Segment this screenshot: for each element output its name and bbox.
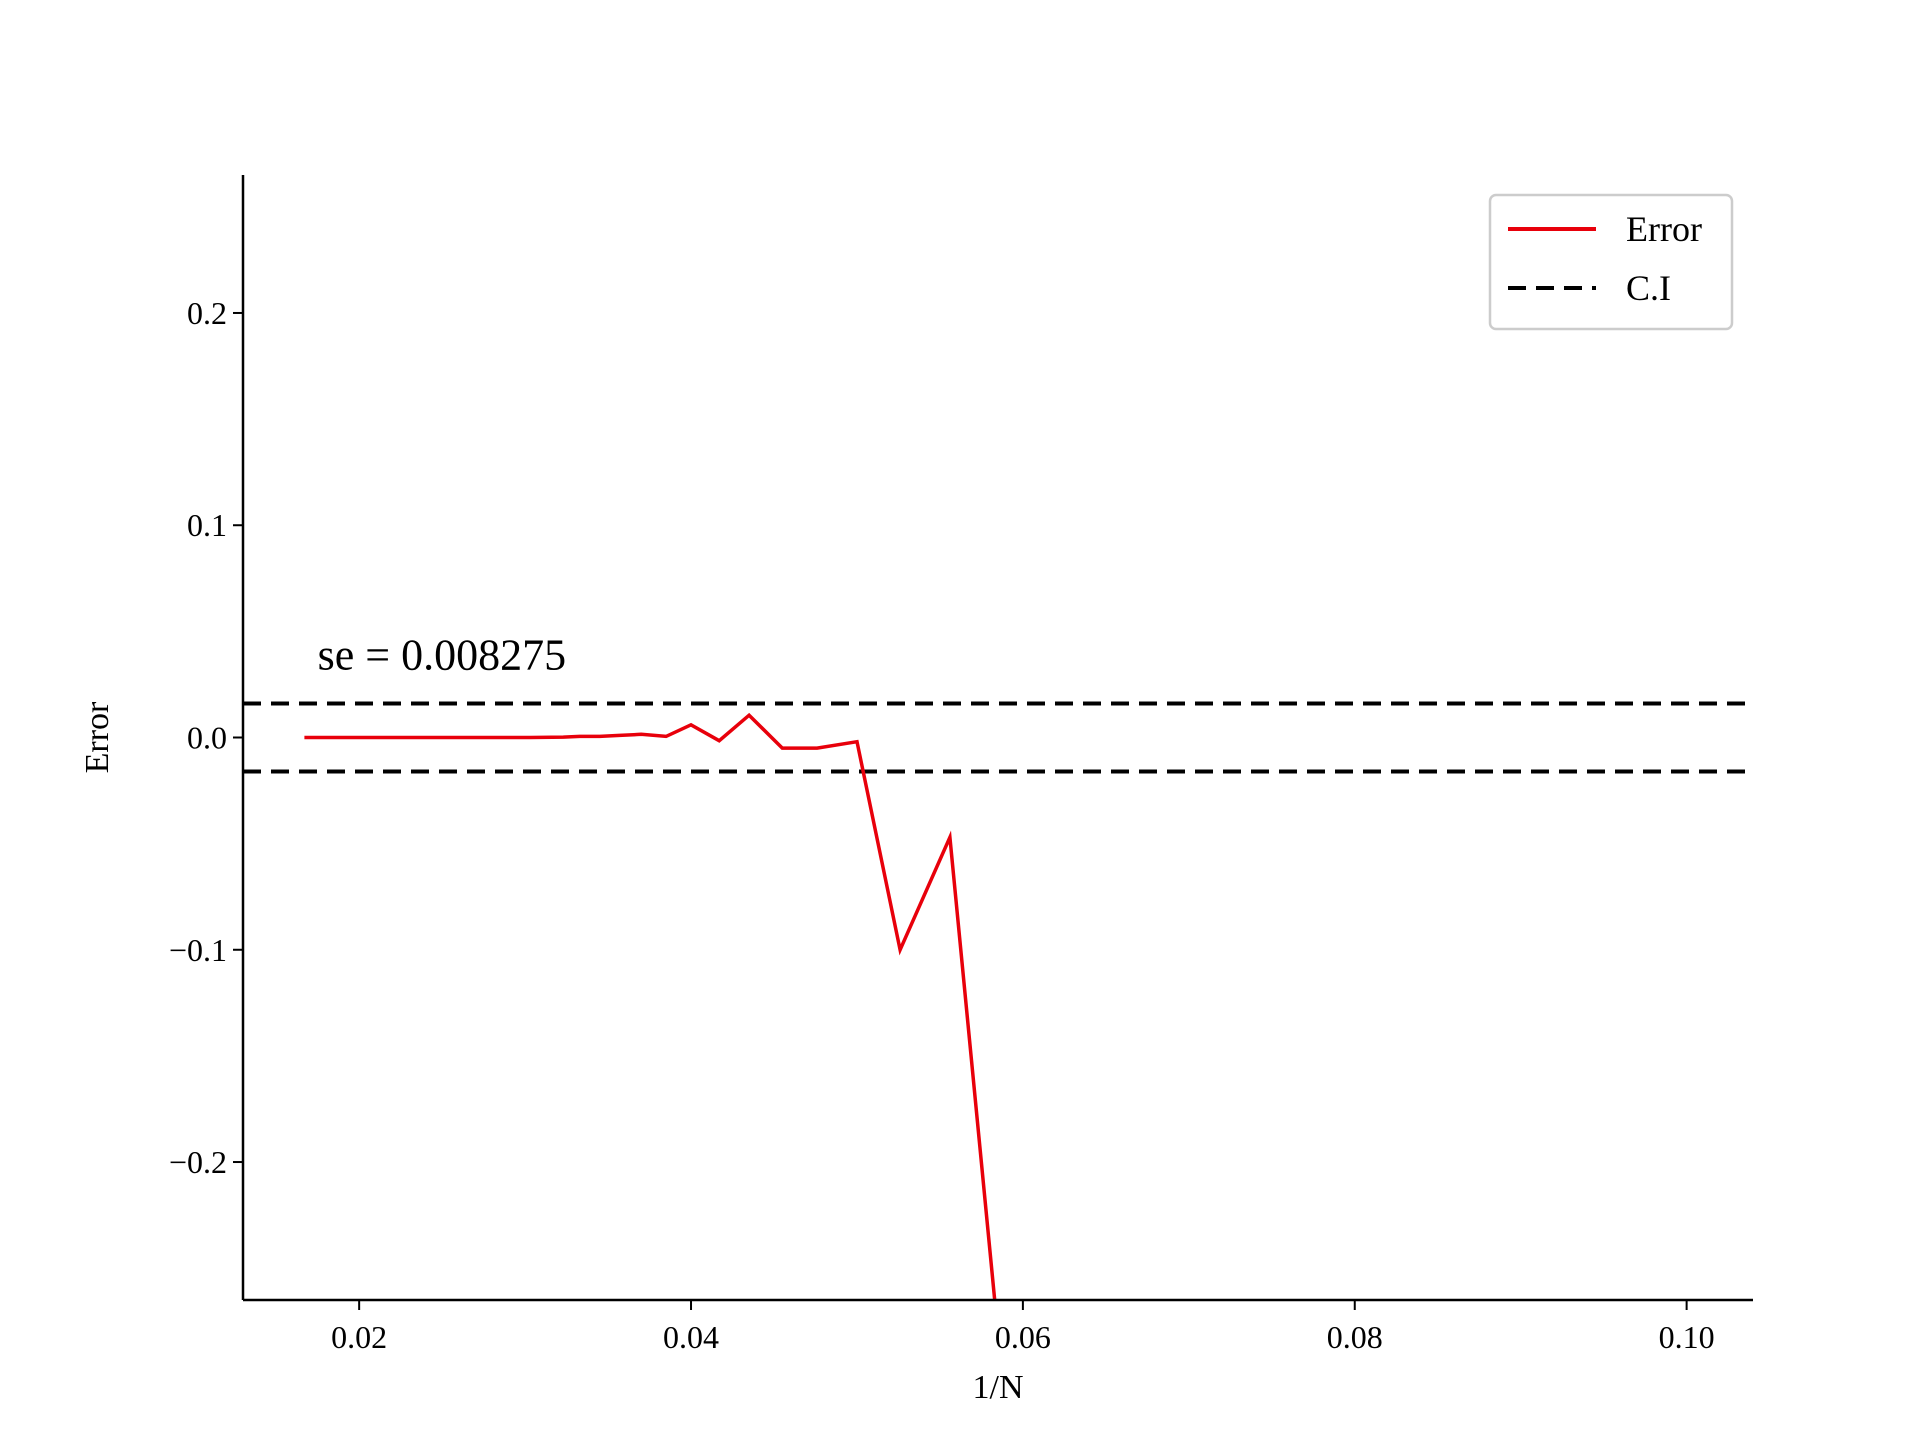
y-axis-label: Error xyxy=(79,701,116,773)
y-tick-label: 0.1 xyxy=(187,507,227,543)
x-tick-label: 0.02 xyxy=(331,1319,387,1355)
x-tick-label: 0.06 xyxy=(995,1319,1051,1355)
legend-label: Error xyxy=(1626,209,1702,249)
y-tick-label: −0.2 xyxy=(169,1144,227,1180)
y-tick-label: −0.1 xyxy=(169,932,227,968)
x-tick-label: 0.04 xyxy=(663,1319,719,1355)
x-tick-label: 0.10 xyxy=(1659,1319,1715,1355)
se-annotation: se = 0.008275 xyxy=(318,631,566,680)
x-tick-label: 0.08 xyxy=(1327,1319,1383,1355)
y-tick-label: 0.2 xyxy=(187,295,227,331)
error-series-line xyxy=(304,712,997,1300)
legend-label: C.I xyxy=(1626,268,1671,308)
x-axis-label: 1/N xyxy=(973,1369,1024,1406)
y-tick-label: 0.0 xyxy=(187,720,227,756)
